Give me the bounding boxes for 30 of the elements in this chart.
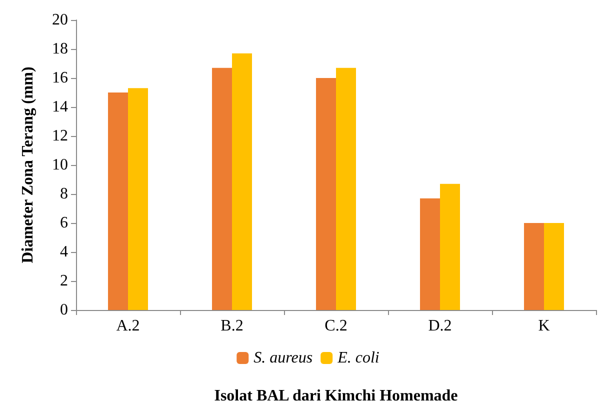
bar <box>212 68 232 310</box>
y-tick-label: 0 <box>60 302 68 318</box>
y-tick-label: 2 <box>60 272 68 290</box>
y-tick-label: 20 <box>52 12 68 28</box>
bar <box>316 78 336 310</box>
x-tick-label: B.2 <box>220 318 244 334</box>
bar <box>440 184 460 310</box>
y-tick-label: 18 <box>52 40 68 58</box>
bar <box>420 198 440 310</box>
bar <box>108 92 128 310</box>
y-tick-label: 4 <box>60 244 68 260</box>
x-tick-label: K <box>538 318 550 334</box>
y-tick-label: 14 <box>52 98 68 116</box>
bar <box>544 223 564 310</box>
y-tick-label: 10 <box>52 156 68 174</box>
y-tick-label: 12 <box>52 128 68 144</box>
legend-label: E. coli <box>336 350 380 366</box>
bar <box>524 223 544 310</box>
x-tick-label: A.2 <box>116 318 140 334</box>
y-tick-label: 16 <box>52 70 68 86</box>
legend-label: S. aureus <box>254 350 313 366</box>
bar <box>232 53 252 310</box>
bar <box>128 88 148 310</box>
y-tick-label: 8 <box>60 186 68 202</box>
x-axis-title: Isolat BAL dari Kimchi Homemade <box>214 388 458 404</box>
y-axis-title: Diameter Zona Terang (mm) <box>20 66 36 264</box>
x-tick-label: C.2 <box>324 318 348 334</box>
bar <box>336 68 356 310</box>
y-tick-label: 6 <box>60 214 68 232</box>
x-tick-label: D.2 <box>428 318 452 334</box>
